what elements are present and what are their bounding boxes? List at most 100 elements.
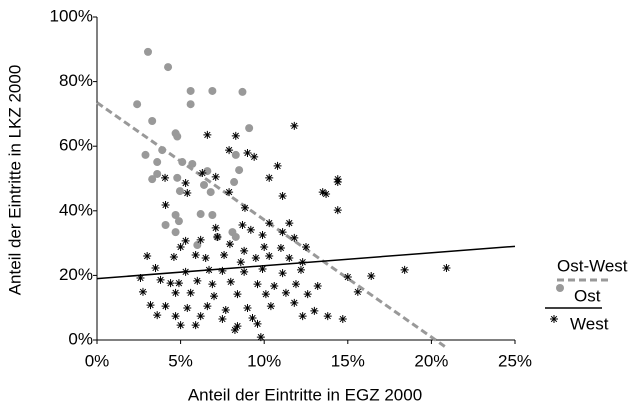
point	[169, 252, 178, 261]
point	[333, 178, 342, 187]
y-tick-label: 20%	[59, 265, 93, 284]
y-tick-label: 60%	[59, 136, 93, 155]
legend-swatch	[550, 315, 558, 323]
point	[208, 86, 217, 95]
point	[183, 304, 192, 313]
point	[186, 86, 195, 95]
point	[226, 277, 235, 286]
point	[240, 246, 249, 255]
point	[141, 150, 150, 159]
point	[285, 253, 294, 262]
point	[208, 280, 217, 289]
point	[270, 282, 279, 291]
point	[442, 263, 451, 272]
x-tick-label: 20%	[414, 351, 448, 370]
point	[203, 130, 212, 139]
point	[200, 180, 209, 189]
point	[171, 288, 180, 297]
point	[203, 302, 212, 311]
point	[298, 312, 307, 321]
point	[258, 231, 267, 240]
point	[161, 200, 170, 209]
point	[164, 63, 173, 72]
point	[238, 221, 247, 230]
point	[253, 319, 262, 328]
point	[260, 242, 269, 251]
point	[318, 188, 327, 197]
point	[250, 152, 259, 161]
point	[310, 306, 319, 315]
point	[285, 219, 294, 228]
point	[186, 288, 195, 297]
point	[246, 225, 255, 234]
point	[166, 279, 175, 288]
point	[211, 172, 220, 181]
point	[213, 232, 222, 241]
point	[236, 258, 245, 267]
point	[258, 264, 267, 273]
point	[281, 288, 290, 297]
point	[235, 166, 244, 175]
point	[171, 210, 180, 219]
point	[291, 280, 300, 289]
point	[278, 228, 287, 237]
point	[243, 304, 252, 313]
point	[188, 159, 197, 168]
point	[176, 242, 185, 251]
y-axis-label: Anteil der Eintritte in LKZ 2000	[5, 65, 24, 296]
point	[196, 235, 205, 244]
x-tick-label: 15%	[331, 351, 365, 370]
legend-title: Ost-West	[557, 256, 628, 275]
point	[196, 312, 205, 321]
point	[143, 47, 152, 56]
point	[175, 187, 184, 196]
point	[353, 287, 362, 296]
point	[210, 292, 219, 301]
point	[265, 252, 274, 261]
point	[208, 210, 217, 219]
point	[181, 179, 190, 188]
point	[138, 287, 147, 296]
point	[153, 311, 162, 320]
point	[265, 219, 274, 228]
trend-line	[96, 245, 516, 280]
point	[251, 253, 260, 262]
y-tick-label: 80%	[59, 71, 93, 90]
point	[230, 178, 239, 187]
point	[313, 282, 322, 291]
point	[233, 322, 242, 331]
point	[193, 276, 202, 285]
point	[174, 279, 183, 288]
point	[266, 302, 275, 311]
point	[161, 173, 170, 182]
point	[191, 251, 200, 260]
point	[278, 191, 287, 200]
point	[303, 290, 312, 299]
legend-label: Ost	[574, 286, 601, 305]
point	[143, 252, 152, 261]
point	[136, 273, 145, 282]
point	[201, 253, 210, 262]
point	[171, 228, 180, 237]
point	[400, 265, 409, 274]
point	[238, 87, 247, 96]
y-tick-label: 40%	[59, 200, 93, 219]
point	[161, 302, 170, 311]
point	[225, 146, 234, 155]
point	[196, 210, 205, 219]
point	[218, 266, 227, 275]
y-tick-label: 100%	[50, 6, 93, 25]
point	[156, 275, 165, 284]
point	[171, 312, 180, 321]
point	[148, 175, 157, 184]
point	[333, 206, 342, 215]
point	[231, 150, 240, 159]
x-tick-label: 25%	[498, 351, 532, 370]
point	[225, 188, 234, 197]
point	[198, 169, 207, 178]
x-axis-label: Anteil der Eintritte in EGZ 2000	[188, 385, 422, 404]
point	[153, 158, 162, 167]
point	[133, 100, 142, 109]
point	[322, 190, 331, 199]
y-tick-label: 0%	[68, 329, 93, 348]
